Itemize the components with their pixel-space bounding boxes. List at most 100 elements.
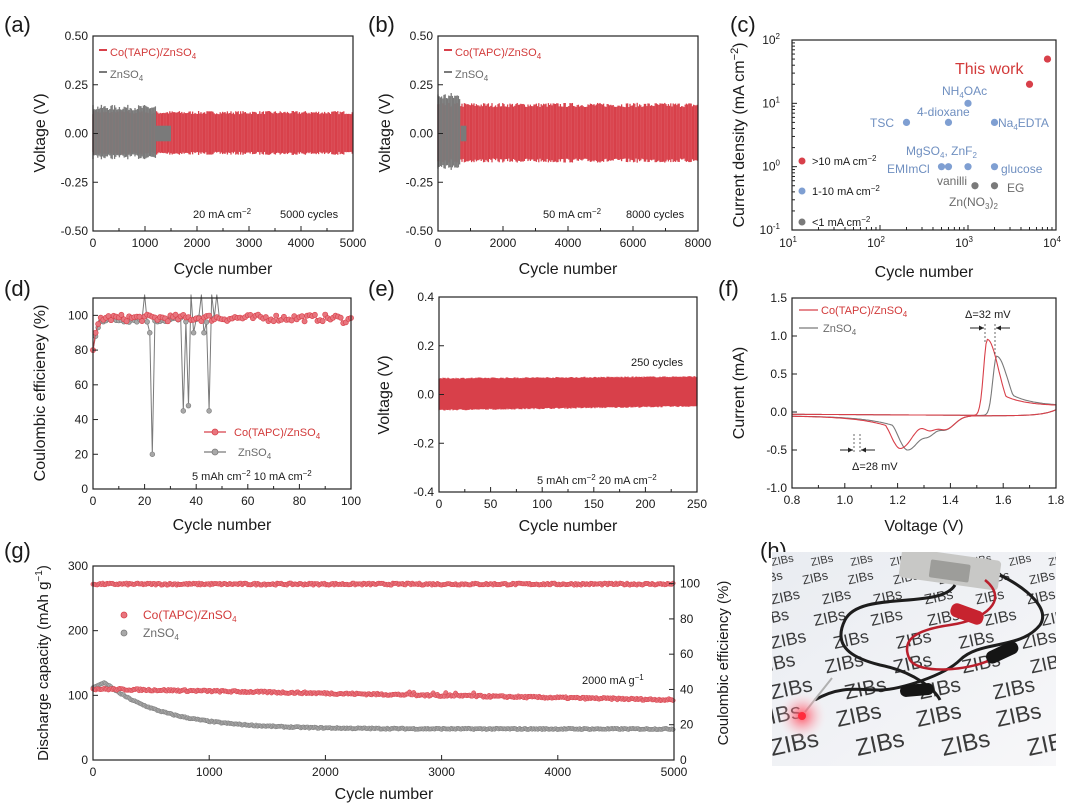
delta-ox-arrowhead-left <box>979 325 984 331</box>
legend-g-co: Co(TAPC)/ZnSO4 <box>143 608 237 624</box>
y-tick-exponent: 1 <box>776 95 781 104</box>
panel-g-xlabel: Cycle number <box>335 786 434 803</box>
panel-e-condition: 5 mAh cm−2 20 mA cm−2 <box>537 473 657 487</box>
x-tick-label: 5000 <box>661 765 688 779</box>
x-tick-label: 1000 <box>196 765 223 779</box>
ce-red-point <box>337 314 344 321</box>
panel-c-legend: >10 mA cm−2 1-10 mA cm−2 <1 mA cm−2 <box>798 154 880 229</box>
voltage-gray-stub <box>155 125 171 142</box>
y-tick-label: -0.25 <box>61 175 89 189</box>
zibs-label: ZIBs <box>1028 568 1056 587</box>
legend-a-gray-swatch <box>99 71 107 73</box>
panel-e-ticks: 0 50 100 150 200 250 -0.4 -0.2 0.0 0.2 0.4 <box>413 290 707 511</box>
delta-red-arrowhead-right <box>861 447 866 453</box>
ce-gray-point <box>206 408 212 414</box>
panel-b-condition: 50 mA cm−2 <box>543 207 602 221</box>
x-tick-label: 0 <box>90 494 97 508</box>
zibs-label: ZIBs <box>770 552 795 569</box>
y2-tick-label: 20 <box>680 718 694 732</box>
delta-red-label: Δ=28 mV <box>852 461 898 473</box>
scatter-point-blue <box>944 118 953 126</box>
annotation-dioxane: 4-dioxane <box>917 105 970 119</box>
panel-b-voltage-profile: (b) 0 2000 4000 6000 8000-0.50-0.250.000.250… <box>368 12 712 278</box>
x-tick-label: 104 <box>1043 235 1061 250</box>
y2-tick-label: 40 <box>680 682 694 696</box>
panel-f-legend: Co(TAPC)/ZnSO4 ZnSO4 <box>799 305 908 337</box>
ce-red-point <box>262 314 269 320</box>
annotation-mgso4-znf2: MgSO4, ZnF2 <box>906 144 977 160</box>
y-tick-label: -1.0 <box>766 481 787 495</box>
ce-red-point <box>273 312 280 319</box>
ce-gray-point <box>180 408 187 414</box>
legend-c-red-dot <box>798 157 806 165</box>
y-tick-label: 0.25 <box>65 78 89 92</box>
y-tick-label: -0.4 <box>413 485 434 499</box>
ce-red-point <box>164 318 171 325</box>
x-tick-label: 40 <box>190 494 204 508</box>
legend-b-red-swatch <box>444 49 452 51</box>
scatter-point-blue <box>964 163 972 171</box>
zibs-label: ZIBs <box>810 552 835 569</box>
x-tick-exponent: 1 <box>792 235 797 244</box>
x-tick-label: 0 <box>90 236 97 250</box>
legend-f-znso4: ZnSO4 <box>823 323 857 337</box>
y-tick-label: 1.5 <box>770 291 787 305</box>
panel-a-condition: 20 mA cm−2 <box>193 207 252 221</box>
panel-g-legend: Co(TAPC)/ZnSO4 ZnSO4 <box>120 608 237 642</box>
x-tick-label: 2000 <box>312 765 339 779</box>
panel-e-cycles: 250 cycles <box>631 357 683 369</box>
x-tick-exponent: 3 <box>968 235 973 244</box>
panel-f-delta-red-marker: Δ=28 mV <box>840 434 898 473</box>
y-tick-label: 20 <box>75 447 89 461</box>
x-tick-label: 2000 <box>184 236 211 250</box>
legend-c-lt1: <1 mA cm−2 <box>812 215 871 229</box>
zibs-label: ZIBs <box>974 587 1006 609</box>
panel-label-g: (g) <box>4 538 31 563</box>
legend-c-gt10: >10 mA cm−2 <box>812 154 877 168</box>
panel-c-xlabel: Cycle number <box>875 264 974 281</box>
y2-tick-label: 80 <box>680 612 694 626</box>
delta-ox-arrowhead-right <box>996 325 1001 331</box>
panel-f-plot-area <box>792 338 1057 451</box>
ce-gray-point <box>144 319 150 325</box>
x-tick-exponent: 4 <box>1056 235 1061 244</box>
x-tick-label: 6000 <box>620 236 647 250</box>
panel-label-e: (e) <box>368 276 395 301</box>
panel-d-ylabel: Coulombic efficieney (%) <box>32 305 49 482</box>
panel-c-frame <box>791 39 1057 231</box>
y-tick-label: 0.5 <box>770 367 787 381</box>
y-tick-label: 1.0 <box>770 329 787 343</box>
y-tick-label: 300 <box>68 559 88 573</box>
panel-b-ylabel: Voltage (V) <box>377 93 394 172</box>
panel-b-legend: Co(TAPC)/ZnSO4 ZnSO4 <box>444 47 542 83</box>
x-tick-label: 101 <box>779 235 797 250</box>
x-tick-label: 2000 <box>490 236 517 250</box>
ce-gray-point <box>147 330 153 336</box>
x-tick-label: 150 <box>584 497 604 511</box>
x-tick-label: 3000 <box>428 765 455 779</box>
legend-d-red-marker <box>211 428 219 436</box>
capacity-red-point <box>670 697 676 703</box>
panel-e-voltage-profile: (e) 0 50 100 150 200 250 -0.4 -0.2 0.0 0.2 0.4 250… <box>368 276 707 535</box>
ce-gray-point <box>203 319 210 325</box>
annotation-zn-no3: Zn(NO3)2 <box>949 195 998 211</box>
x-tick-label: 1.0 <box>836 493 853 507</box>
y-tick-label: -0.2 <box>413 436 434 450</box>
ce-red-point <box>172 311 179 318</box>
cv-gray-curve <box>792 355 1057 451</box>
x-tick-label: 4000 <box>544 765 571 779</box>
scatter-point-blue <box>990 163 999 171</box>
y-tick-label: 0.2 <box>417 339 434 353</box>
scatter-point-red <box>1025 80 1034 88</box>
legend-d-co: Co(TAPC)/ZnSO4 <box>234 427 321 441</box>
x-tick-label: 100 <box>341 494 361 508</box>
panel-g-condition: 2000 mA g−1 <box>582 673 644 687</box>
panel-d-coulombic-efficiency: (d) 0 20 40 60 80 100 0 20 40 60 80 100 Co(TAPC)/Zn… <box>4 276 361 534</box>
panel-a-voltage-profile: (a) 0 1000 2000 3000 4000 5000-0.50-0.250.000… <box>4 12 367 278</box>
zibs-label: ZIBs <box>770 587 802 609</box>
x-tick-label: 4000 <box>288 236 315 250</box>
y-tick-label: 102 <box>762 32 780 47</box>
y-tick-exponent: 0 <box>776 159 781 168</box>
y2-tick-label: 100 <box>680 577 700 591</box>
ce-red-point <box>92 329 99 336</box>
